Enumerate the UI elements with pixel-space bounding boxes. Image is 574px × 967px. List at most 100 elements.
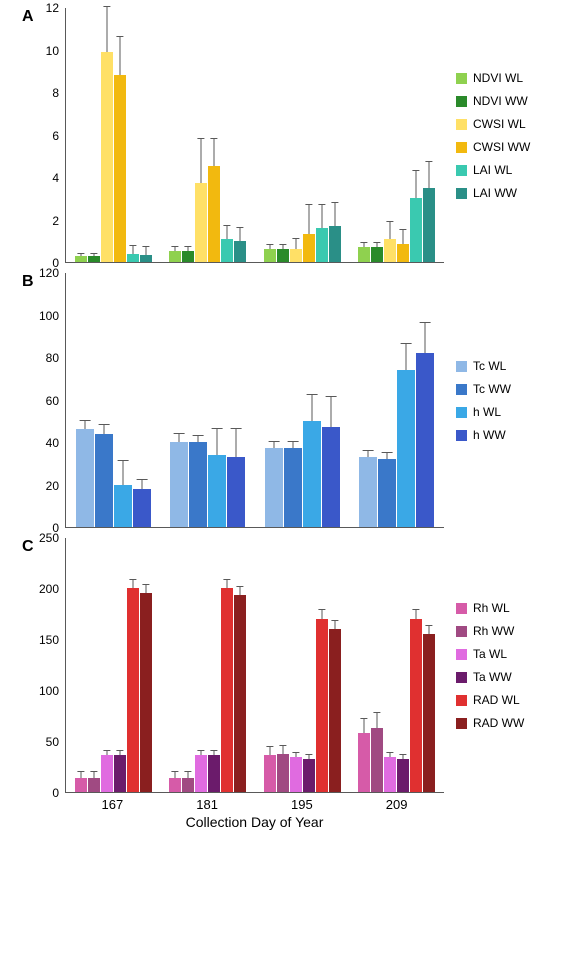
error-bar <box>273 442 274 448</box>
error-bar <box>282 245 283 249</box>
bar <box>88 778 100 792</box>
error-cap <box>117 460 128 461</box>
error-bar <box>188 247 189 251</box>
bar <box>133 489 151 527</box>
error-bar <box>175 247 176 251</box>
legend-label: Tc WL <box>473 359 506 373</box>
error-cap <box>363 450 374 451</box>
error-bar <box>214 139 215 167</box>
error-bar <box>119 751 120 755</box>
bar <box>195 755 207 792</box>
bar <box>397 759 409 792</box>
legend-item: CWSI WL <box>456 117 564 131</box>
bar-wrap <box>371 8 383 262</box>
error-bar <box>403 755 404 759</box>
legend-swatch <box>456 407 467 418</box>
bar-wrap <box>384 538 396 792</box>
bar <box>76 429 94 527</box>
bar-group <box>75 538 152 792</box>
legend-item: NDVI WL <box>456 71 564 85</box>
bar <box>397 370 415 527</box>
error-cap <box>224 225 231 226</box>
error-cap <box>212 428 223 429</box>
error-cap <box>331 202 338 203</box>
bar-wrap <box>316 8 328 262</box>
error-bar <box>214 751 215 755</box>
error-cap <box>292 238 299 239</box>
bar-wrap <box>140 8 152 262</box>
panel-b: B Canopy data (°C, cm) 120100806040200 T… <box>10 273 564 528</box>
error-bar <box>188 772 189 778</box>
bar-wrap <box>423 8 435 262</box>
bar-group <box>169 538 246 792</box>
error-cap <box>79 420 90 421</box>
legend-label: CWSI WL <box>473 117 526 131</box>
error-bar <box>387 453 388 459</box>
error-cap <box>116 36 123 37</box>
bar-group <box>170 273 245 527</box>
legend-label: CWSI WW <box>473 140 530 154</box>
error-bar <box>145 247 146 254</box>
bar <box>75 778 87 792</box>
bar-wrap <box>169 8 181 262</box>
error-bar <box>390 753 391 757</box>
bar-wrap <box>410 8 422 262</box>
error-bar <box>240 228 241 241</box>
legend-label: Ta WL <box>473 647 507 661</box>
bar-wrap <box>182 538 194 792</box>
legend-item: h WW <box>456 428 564 442</box>
bar-group <box>264 538 341 792</box>
bar-wrap <box>76 273 94 527</box>
legend-label: NDVI WL <box>473 71 523 85</box>
bar-wrap <box>397 8 409 262</box>
bar <box>316 228 328 262</box>
error-cap <box>287 441 298 442</box>
error-bar <box>80 772 81 778</box>
bar <box>358 733 370 792</box>
bar-wrap <box>88 538 100 792</box>
error-cap <box>279 244 286 245</box>
bar <box>127 254 139 263</box>
error-cap <box>426 161 433 162</box>
bar-wrap <box>127 538 139 792</box>
error-bar <box>390 222 391 239</box>
bar <box>88 256 100 262</box>
error-cap <box>374 242 381 243</box>
panel-b-yaxis: Canopy data (°C, cm) 120100806040200 <box>10 273 65 528</box>
legend-item: h WL <box>456 405 564 419</box>
bar <box>410 198 422 262</box>
bar <box>170 442 188 527</box>
legend-label: Rh WL <box>473 601 510 615</box>
error-cap <box>401 343 412 344</box>
bar-wrap <box>127 8 139 262</box>
error-bar <box>429 162 430 188</box>
x-tick-label: 209 <box>386 797 408 812</box>
error-bar <box>201 751 202 755</box>
panel-a-legend: NDVI WLNDVI WWCWSI WLCWSI WWLAI WLLAI WW <box>444 8 564 263</box>
legend-swatch <box>456 718 467 729</box>
bar-wrap <box>221 538 233 792</box>
error-bar <box>368 451 369 457</box>
error-bar <box>106 751 107 755</box>
legend-swatch <box>456 165 467 176</box>
panel-c-yaxis: Weather data (%, °C, units) 250200150100… <box>10 538 65 793</box>
bar-wrap <box>290 8 302 262</box>
legend-item: Tc WL <box>456 359 564 373</box>
bar-wrap <box>189 273 207 527</box>
bar <box>169 251 181 262</box>
bar-wrap <box>170 273 188 527</box>
legend-swatch <box>456 603 467 614</box>
error-bar <box>227 580 228 588</box>
error-cap <box>129 245 136 246</box>
legend-swatch <box>456 119 467 130</box>
bar <box>182 778 194 792</box>
error-cap <box>185 771 192 772</box>
bar <box>234 595 246 792</box>
error-bar <box>80 254 81 256</box>
legend-item: Ta WL <box>456 647 564 661</box>
error-bar <box>84 421 85 430</box>
error-cap <box>77 771 84 772</box>
error-bar <box>416 610 417 618</box>
bar-wrap <box>410 538 422 792</box>
bar <box>182 251 194 262</box>
